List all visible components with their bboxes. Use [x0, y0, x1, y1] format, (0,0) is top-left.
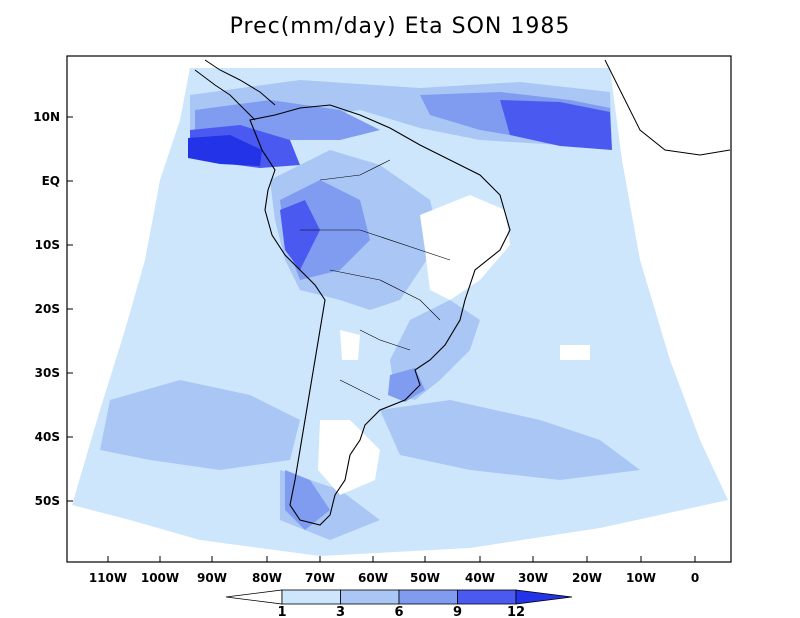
colorbar-segment	[340, 589, 400, 605]
africa-coastline	[604, 59, 731, 156]
colorbar-segment	[398, 589, 458, 605]
colorbar-label: 12	[507, 605, 525, 618]
colorbar-label: 9	[453, 605, 462, 618]
lon-label: 0	[691, 571, 699, 585]
central-america-coastline	[194, 59, 276, 121]
colorbar-label: 6	[394, 605, 403, 618]
latitude-axis: 10N EQ 10S 20S 30S 40S 50S	[33, 110, 73, 508]
lat-label: 30S	[35, 366, 60, 380]
lon-label: 10W	[626, 571, 656, 585]
lon-label: 80W	[252, 571, 282, 585]
map-title: Prec(mm/day) Eta SON 1985	[229, 14, 571, 39]
lon-label: 70W	[305, 571, 335, 585]
lat-label: 10N	[33, 110, 60, 124]
lat-label: 40S	[35, 430, 60, 444]
south-america-coastline	[249, 104, 511, 526]
lon-label: 30W	[518, 571, 548, 585]
precip-above-12	[188, 135, 262, 166]
colorbar-segment	[225, 589, 283, 605]
lat-label: 50S	[35, 494, 60, 508]
colorbar-label: 3	[336, 605, 345, 618]
colorbar-label: 1	[277, 605, 286, 618]
lon-label: 50W	[410, 571, 440, 585]
colorbar-segment	[281, 589, 341, 605]
lat-label: 20S	[35, 302, 60, 316]
lon-label: 20W	[572, 571, 602, 585]
lon-label: 110W	[89, 571, 127, 585]
longitude-axis: 110W 100W 90W 80W 70W 60W 50W 40W 30W 20W 10W 0	[89, 556, 699, 585]
lon-label: 60W	[358, 571, 388, 585]
colorbar-segment	[515, 589, 573, 605]
lon-label: 40W	[465, 571, 495, 585]
colorbar: 1 3 6 9 12	[225, 589, 573, 618]
lon-label: 90W	[197, 571, 227, 585]
lat-label: EQ	[42, 174, 60, 188]
lat-label: 10S	[35, 238, 60, 252]
country-borders	[300, 159, 451, 401]
colorbar-segment	[457, 589, 517, 605]
lon-label: 100W	[141, 571, 179, 585]
